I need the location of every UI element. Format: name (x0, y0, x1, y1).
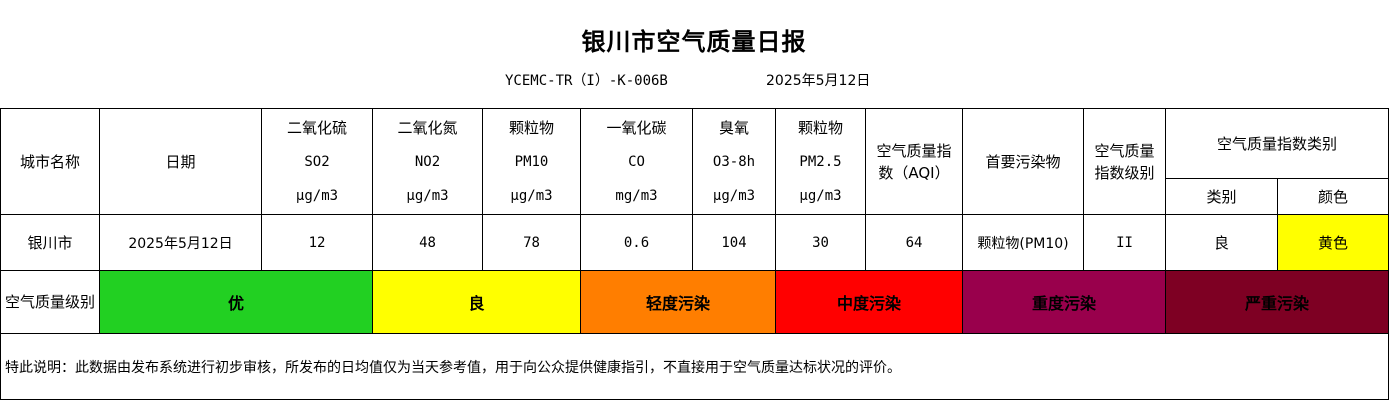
header-co-unit: mg/m3 (615, 187, 658, 204)
header-color: 颜色 (1276, 178, 1390, 215)
report-date: 2025年5月12日 (766, 73, 871, 89)
header-o3-unit: μg/m3 (712, 187, 756, 204)
header-o3-name: 臭氧 (718, 118, 749, 137)
cell-pm10: 78 (482, 214, 581, 271)
cell-color: 黄色 (1276, 214, 1390, 271)
header-category: 类别 (1165, 178, 1278, 215)
header-pm25-name: 颗粒物 (797, 118, 843, 137)
header-so2-name: 二氧化硫 (286, 118, 347, 137)
cell-primary: 颗粒物(PM10) (962, 214, 1084, 271)
level-heavy-pollution: 重度污染 (962, 270, 1166, 334)
header-co-code: CO (628, 153, 645, 170)
level-good: 良 (372, 270, 581, 334)
header-primary: 首要污染物 (962, 108, 1084, 215)
header-no2-code: NO2 (414, 153, 441, 170)
header-city: 城市名称 (0, 108, 100, 215)
header-pm10-code: PM10 (514, 153, 549, 170)
header-co-name: 一氧化碳 (606, 118, 667, 137)
cell-city: 银川市 (0, 214, 100, 271)
header-no2-unit: μg/m3 (406, 187, 449, 204)
level-severe-pollution: 严重污染 (1164, 270, 1390, 334)
header-category-group: 空气质量指数类别 (1164, 108, 1390, 179)
header-aqi: 空气质量指数（AQI） (865, 108, 963, 215)
cell-co: 0.6 (580, 214, 693, 271)
header-level: 空气质量指数级别 (1083, 108, 1166, 215)
level-excellent: 优 (99, 270, 373, 334)
report-title: 银川市空气质量日报 (581, 28, 807, 56)
header-date: 日期 (99, 108, 262, 215)
header-pm25: 颗粒物 PM2.5 μg/m3 (775, 108, 866, 215)
cell-so2: 12 (261, 214, 373, 271)
header-o3: 臭氧 O3-8h μg/m3 (692, 108, 776, 215)
header-so2-unit: μg/m3 (295, 187, 339, 204)
header-no2: 二氧化氮 NO2 μg/m3 (372, 108, 483, 215)
cell-date: 2025年5月12日 (99, 214, 262, 271)
header-so2: 二氧化硫 SO2 μg/m3 (261, 108, 373, 215)
report-code: YCEMC-TR（I）-K-006B (505, 73, 668, 89)
header-pm10-unit: μg/m3 (510, 187, 553, 204)
air-quality-table: 城市名称 日期 二氧化硫 SO2 μg/m3 二氧化氮 NO2 μg/m3 颗粒… (0, 108, 1390, 400)
header-pm25-unit: μg/m3 (799, 187, 842, 204)
cell-no2: 48 (372, 214, 483, 271)
header-pm10: 颗粒物 PM10 μg/m3 (482, 108, 581, 215)
header-pm10-name: 颗粒物 (508, 118, 554, 137)
header-o3-code: O3-8h (712, 153, 756, 170)
level-moderate-pollution: 中度污染 (775, 270, 963, 334)
cell-category: 良 (1165, 214, 1278, 271)
header-pm25-code: PM2.5 (799, 153, 842, 170)
cell-o3: 104 (692, 214, 776, 271)
cell-level: II (1083, 214, 1166, 271)
header-so2-code: SO2 (304, 153, 330, 170)
level-light-pollution: 轻度污染 (580, 270, 776, 334)
levels-label: 空气质量级别 (0, 270, 100, 334)
cell-aqi: 64 (865, 214, 963, 271)
header-co: 一氧化碳 CO mg/m3 (580, 108, 693, 215)
cell-pm25: 30 (775, 214, 866, 271)
header-no2-name: 二氧化氮 (397, 118, 458, 137)
disclaimer-note: 特此说明：此数据由发布系统进行初步审核，所发布的日均值仅为当天参考值，用于向公众… (0, 333, 1390, 400)
